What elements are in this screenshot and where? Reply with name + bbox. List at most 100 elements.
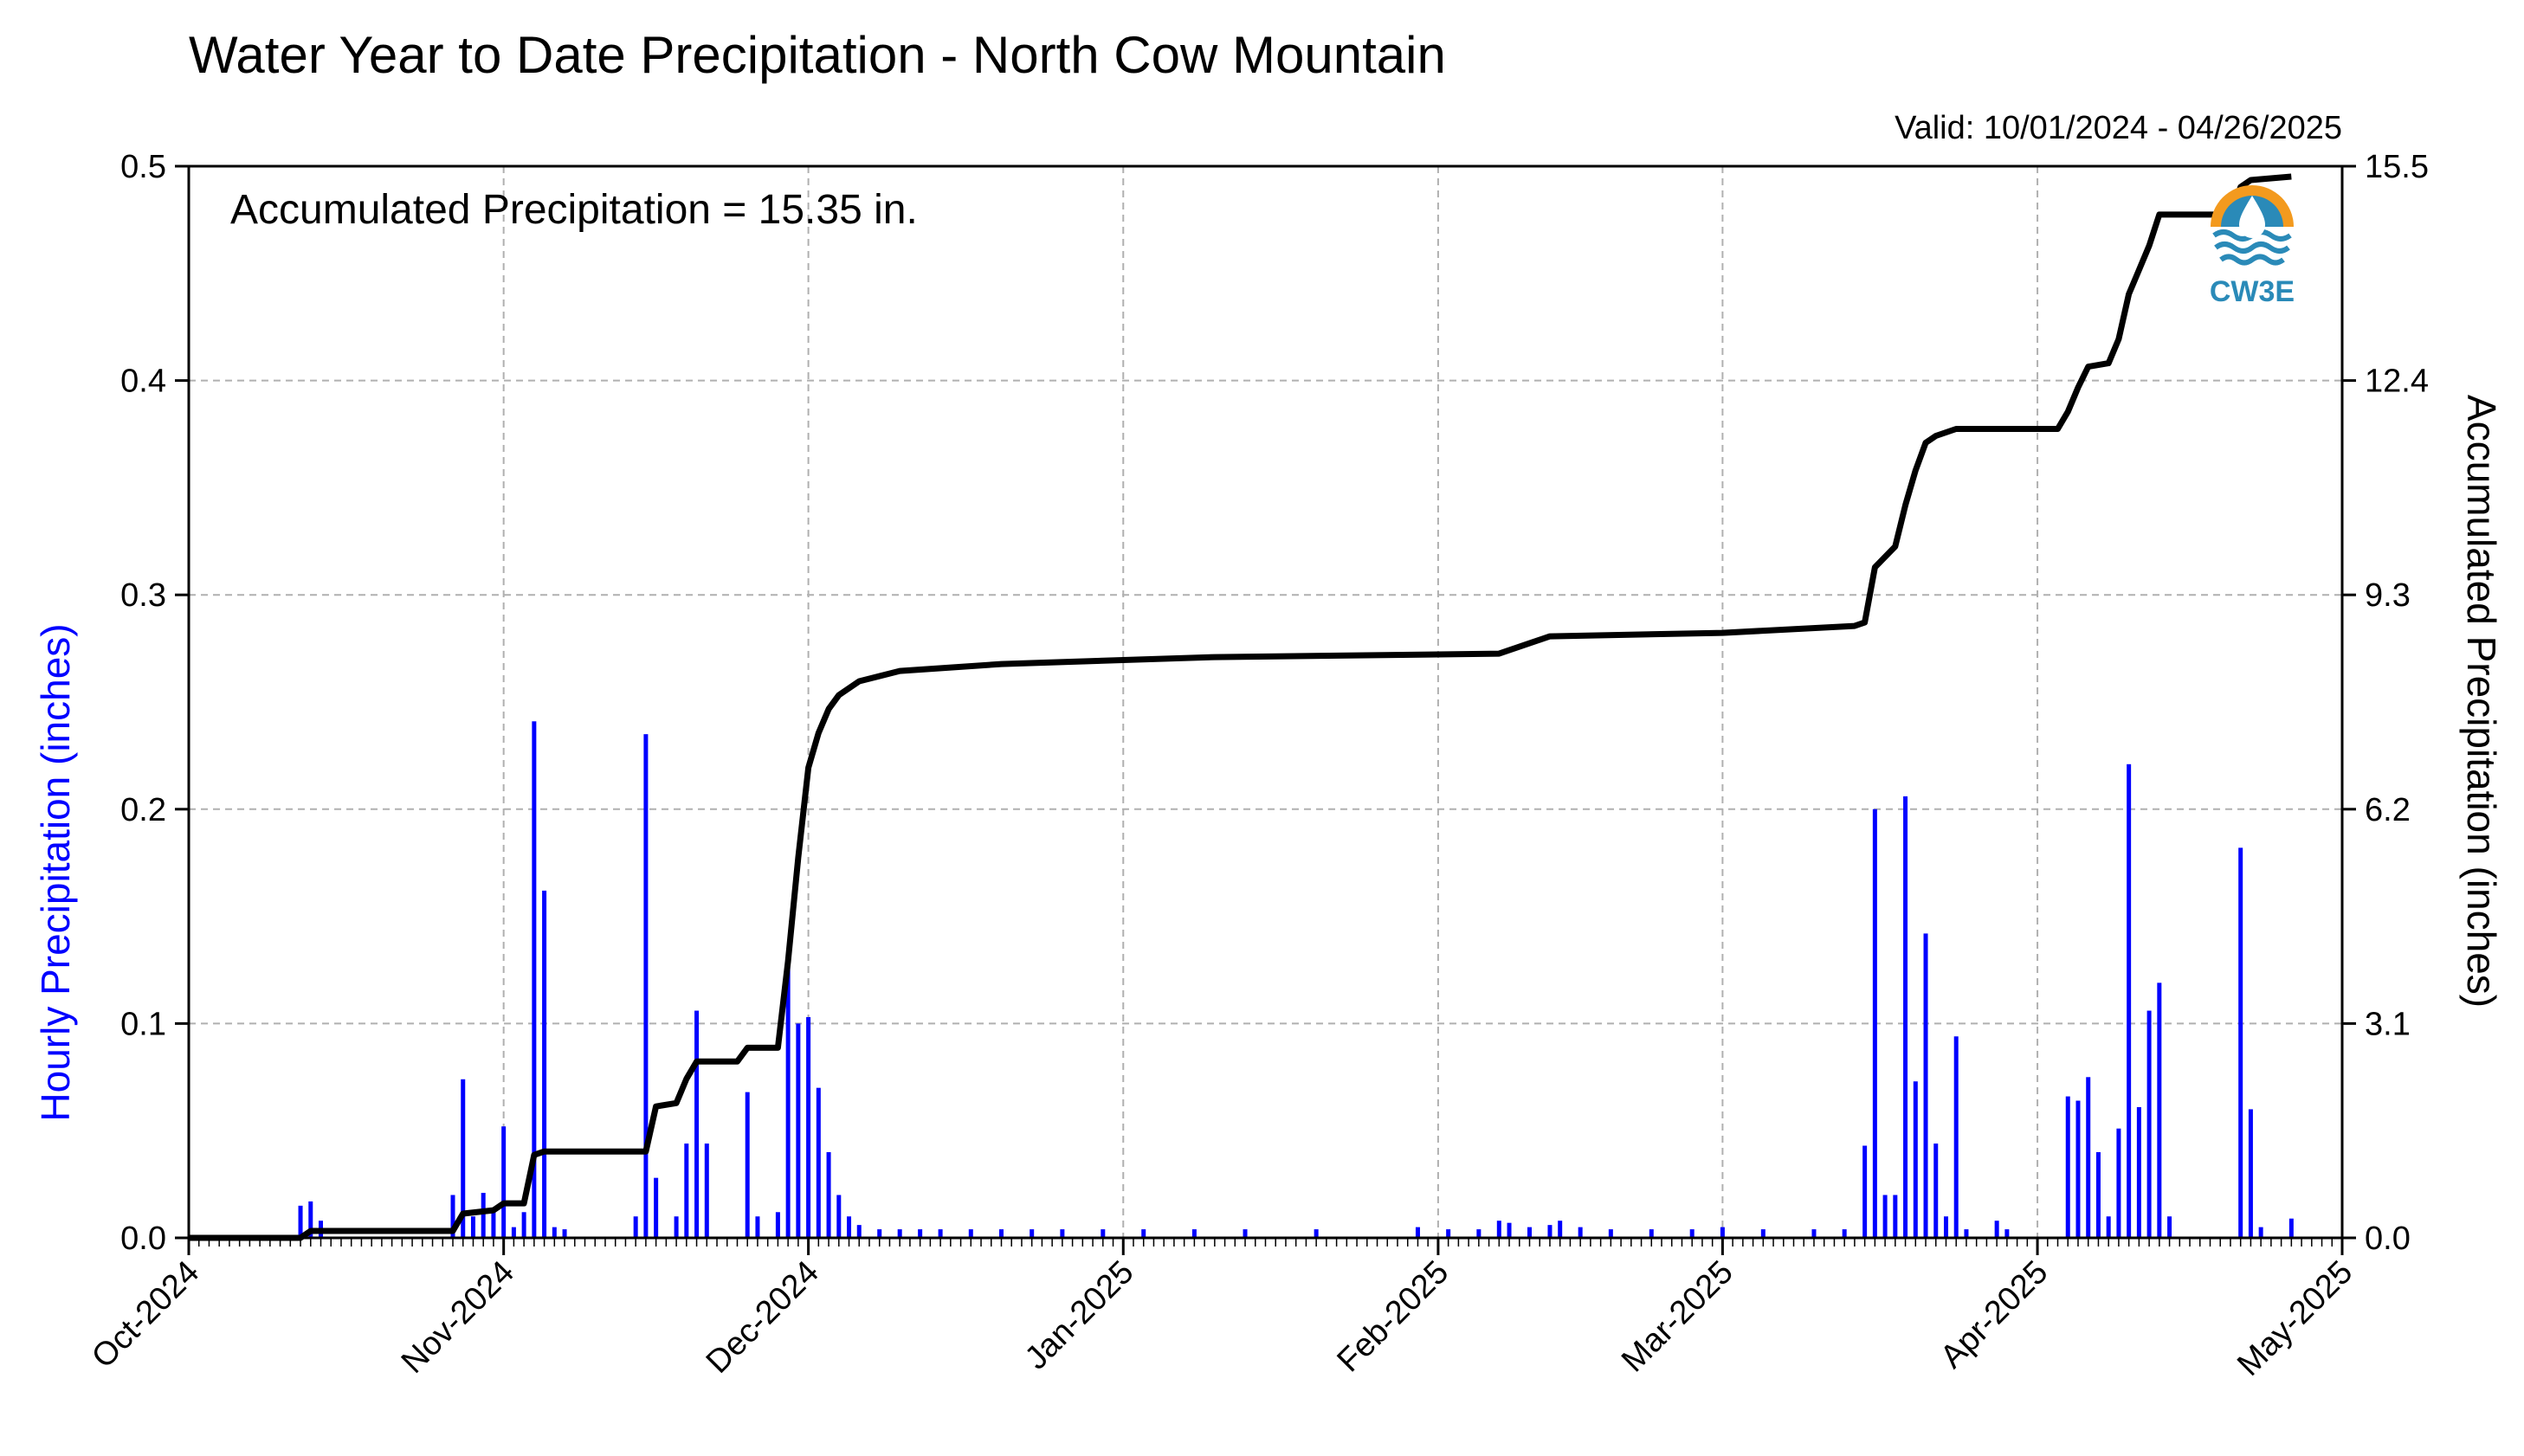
hourly-bar	[745, 1092, 750, 1238]
hourly-bar	[785, 965, 791, 1238]
hourly-bar	[1953, 1036, 1959, 1238]
hourly-bar	[2095, 1151, 2101, 1238]
hourly-bar	[2127, 763, 2132, 1238]
hourly-bar	[775, 1212, 780, 1238]
y-left-tick-label: 0.0	[120, 1221, 166, 1257]
grid-lines	[189, 166, 2342, 1238]
hourly-bar	[1101, 1229, 1106, 1238]
hourly-bar	[552, 1227, 557, 1238]
hourly-bar	[684, 1144, 689, 1238]
hourly-bar	[847, 1216, 852, 1238]
y-right-tick-label: 6.2	[2365, 792, 2411, 828]
hourly-bar	[481, 1193, 486, 1238]
hourly-bar	[2238, 847, 2243, 1238]
hourly-precipitation-bars	[298, 721, 2294, 1238]
logo-text: CW3E	[2210, 275, 2295, 308]
x-tick-label: Nov-2024	[395, 1254, 521, 1381]
y-axis-left: 0.0 0.1 0.2 0.3 0.4 0.5	[120, 149, 189, 1257]
hourly-bar	[1415, 1227, 1420, 1238]
hourly-bar	[2004, 1229, 2010, 1238]
hourly-bar	[897, 1229, 902, 1238]
hourly-bar	[1811, 1229, 1817, 1238]
chart-subtitle: Valid: 10/01/2024 - 04/26/2025	[1895, 110, 2342, 146]
hourly-bar	[1558, 1221, 1563, 1238]
hourly-bar	[694, 1010, 700, 1238]
hourly-bar	[755, 1216, 760, 1238]
hourly-bar	[491, 1212, 496, 1238]
hourly-bar	[1446, 1229, 1451, 1238]
hourly-bar	[1689, 1229, 1695, 1238]
hourly-bar	[1496, 1221, 1501, 1238]
hourly-bar	[1476, 1229, 1481, 1238]
hourly-bar	[2146, 1010, 2152, 1238]
hourly-bar	[501, 1126, 507, 1238]
x-axis: Oct-2024 Nov-2024 Dec-2024 Jan-2025 Feb-2025…	[85, 1238, 2359, 1383]
hourly-bar	[1913, 1081, 1918, 1238]
hourly-bar	[511, 1227, 516, 1238]
hourly-bar	[2288, 1218, 2294, 1238]
hourly-bar	[1507, 1222, 1512, 1238]
y-right-tick-label: 9.3	[2365, 577, 2411, 614]
hourly-bar	[806, 1016, 811, 1238]
hourly-bar	[461, 1079, 466, 1238]
hourly-bar	[1720, 1227, 1725, 1238]
hourly-bar	[308, 1201, 313, 1238]
y-left-tick-label: 0.4	[120, 364, 166, 400]
hourly-bar	[1060, 1229, 1065, 1238]
hourly-bar	[1760, 1229, 1766, 1238]
hourly-bar	[2116, 1128, 2121, 1238]
hourly-bar	[1191, 1229, 1197, 1238]
x-tick-label: Dec-2024	[700, 1254, 826, 1381]
hourly-bar	[532, 721, 537, 1238]
accumulated-precipitation-line	[189, 173, 2292, 1241]
hourly-bar	[1030, 1229, 1035, 1238]
hourly-bar	[1862, 1145, 1868, 1238]
hourly-bar	[998, 1229, 1004, 1238]
y-axis-right-label: Accumulated Precipitation (inches)	[2459, 395, 2504, 1008]
hourly-bar	[2086, 1077, 2091, 1238]
hourly-bar	[1141, 1229, 1146, 1238]
hourly-bar	[856, 1225, 862, 1238]
hourly-bar	[450, 1195, 455, 1238]
hourly-bar	[2167, 1216, 2172, 1238]
y-left-tick-label: 0.2	[120, 792, 166, 828]
x-tick-label: May-2025	[2230, 1254, 2359, 1383]
hourly-bar	[968, 1229, 973, 1238]
y-right-tick-label: 3.1	[2365, 1006, 2411, 1042]
hourly-bar	[938, 1229, 943, 1238]
x-tick-label: Jan-2025	[1018, 1254, 1141, 1377]
hourly-bar	[1649, 1229, 1654, 1238]
hourly-bar	[2248, 1109, 2253, 1238]
hourly-bar	[1903, 796, 1908, 1238]
hourly-bar	[633, 1216, 638, 1238]
y-right-tick-label: 12.4	[2365, 364, 2429, 400]
hourly-bar	[674, 1216, 679, 1238]
hourly-bar	[521, 1212, 526, 1238]
hourly-bar	[836, 1195, 842, 1238]
hourly-bar	[816, 1087, 821, 1238]
hourly-bar	[1923, 933, 1928, 1238]
hourly-bar	[918, 1229, 923, 1238]
hourly-bar	[2136, 1106, 2141, 1238]
hourly-bar	[1842, 1229, 1847, 1238]
hourly-bar	[704, 1144, 709, 1238]
hourly-bar	[643, 734, 649, 1238]
accumulated-annotation: Accumulated Precipitation = 15.35 in.	[230, 187, 918, 233]
hourly-bar	[1314, 1229, 1319, 1238]
hourly-bar	[2258, 1227, 2263, 1238]
y-left-tick-label: 0.3	[120, 577, 166, 614]
hourly-bar	[2075, 1100, 2081, 1238]
hourly-bar	[1933, 1144, 1939, 1238]
x-tick-label: Feb-2025	[1331, 1254, 1456, 1380]
hourly-bar	[298, 1205, 303, 1238]
y-axis-left-label: Hourly Precipitation (inches)	[33, 623, 78, 1121]
y-axis-right: 0.0 3.1 6.2 9.3 12.4 15.5	[2342, 149, 2429, 1257]
chart-title: Water Year to Date Precipitation - North…	[189, 26, 1446, 84]
x-tick-label: Apr-2025	[1933, 1254, 2055, 1375]
x-tick-label: Mar-2025	[1615, 1254, 1740, 1380]
y-right-tick-label: 15.5	[2365, 149, 2429, 185]
hourly-bar	[1547, 1225, 1552, 1238]
plot-frame	[187, 164, 2344, 1240]
hourly-bar	[1994, 1221, 1999, 1238]
